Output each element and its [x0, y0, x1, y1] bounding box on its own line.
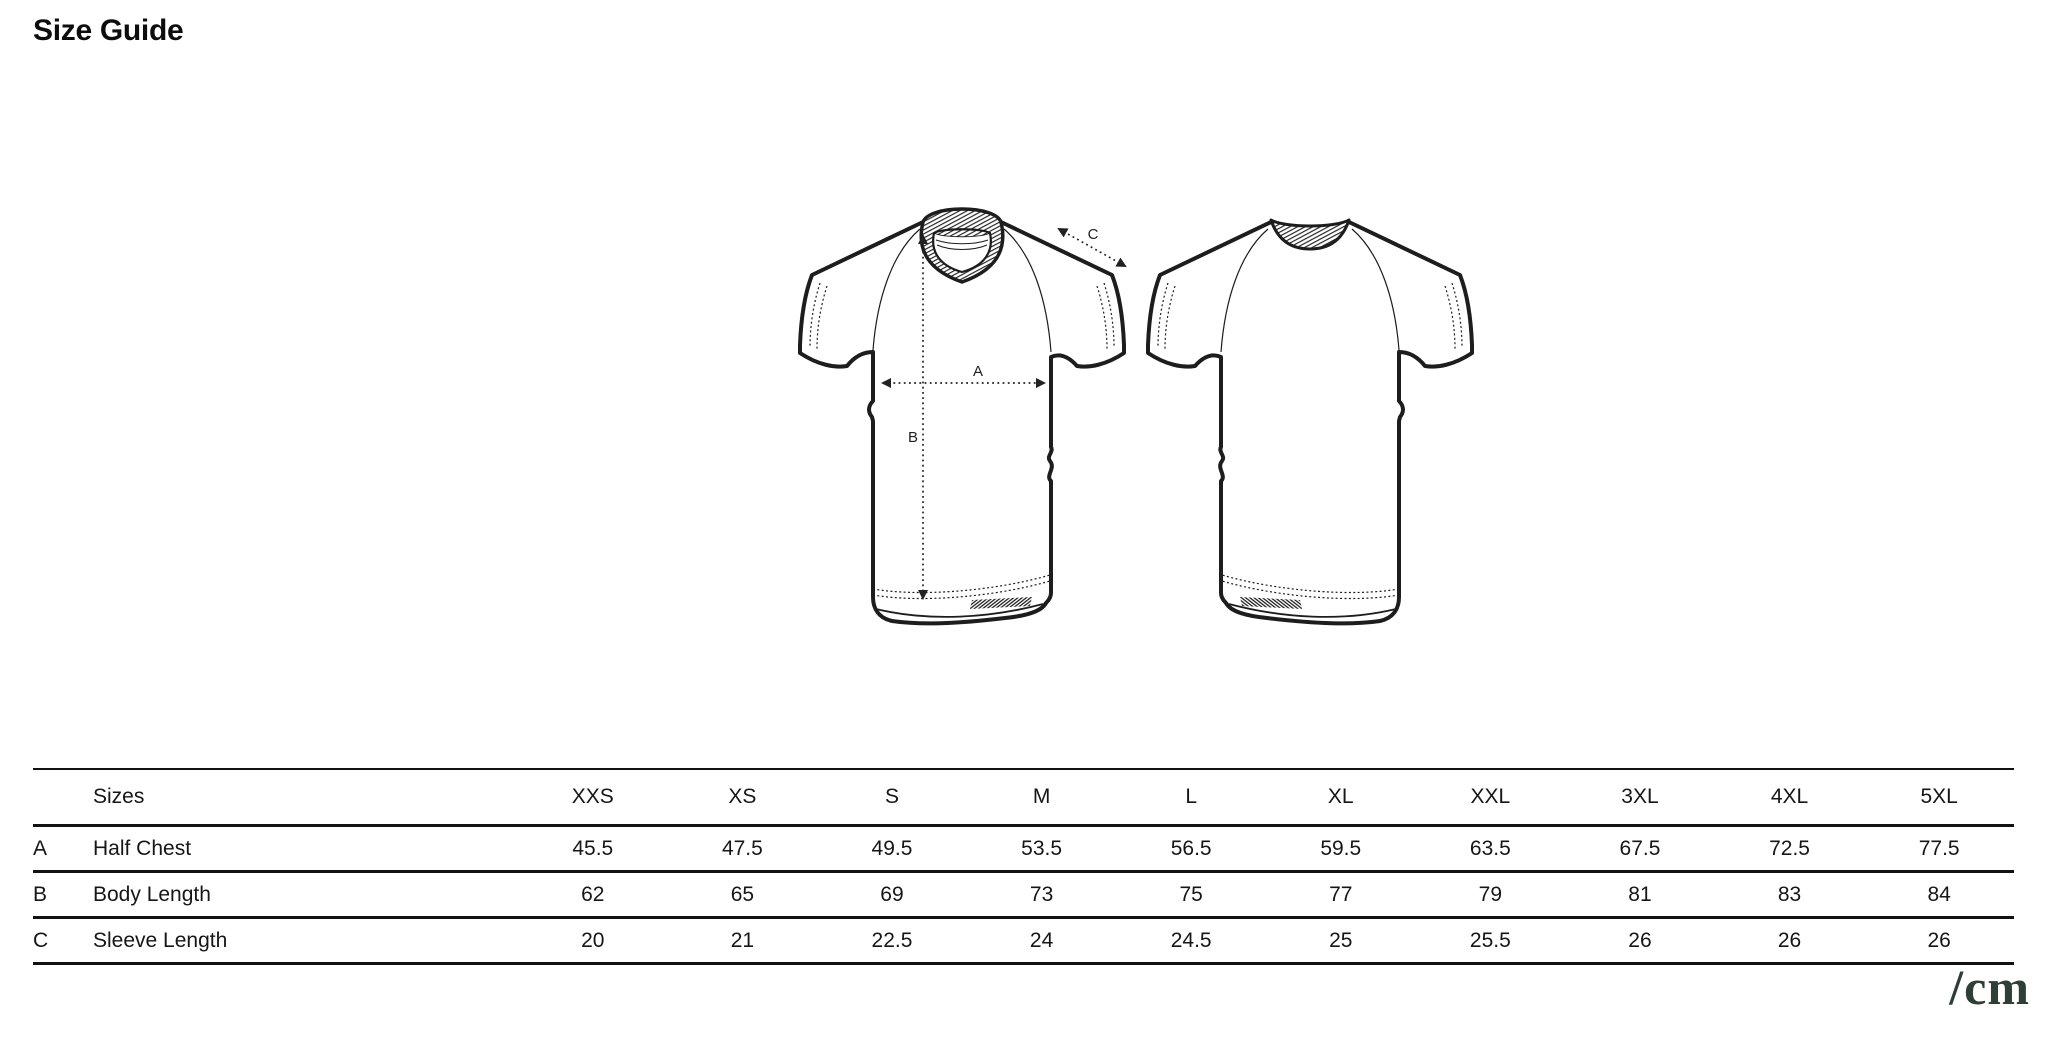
back-collar [1269, 218, 1351, 251]
row-letter: B [33, 882, 48, 906]
cell-value: 24.5 [1170, 928, 1212, 952]
front-shirt [798, 207, 1126, 626]
table-row-half-chest: A Half Chest 45.5 47.5 49.5 53.5 56.5 59… [33, 826, 2014, 872]
header-letter-cell [33, 769, 93, 826]
unit-label-cm: /cm [1949, 959, 2030, 1015]
cell-value: 26 [1628, 928, 1652, 952]
row-letter: A [33, 836, 48, 860]
cell-value: 24 [1029, 928, 1054, 952]
size-col-xxs: XXS [571, 785, 614, 808]
size-col-3xl: 3XL [1621, 785, 1659, 808]
size-col-xl: XL [1327, 785, 1354, 808]
cell-value: 62 [581, 882, 605, 906]
cell-value: 49.5 [871, 836, 913, 860]
row-label: Half Chest [93, 836, 192, 860]
row-label: Sleeve Length [93, 928, 228, 952]
cell-value: 72.5 [1769, 836, 1810, 860]
cell-value: 59.5 [1320, 836, 1362, 860]
row-label: Body Length [93, 882, 211, 906]
size-table-header-row: Sizes XXS XS S M L XL XXL 3XL 4XL 5XL [33, 769, 2014, 826]
cell-value: 25.5 [1469, 928, 1511, 952]
cell-value: 84 [1927, 882, 1951, 906]
cell-value: 21 [730, 928, 755, 952]
cell-value: 81 [1628, 882, 1652, 906]
header-sizes-label: Sizes [93, 785, 145, 808]
cell-value: 75 [1179, 882, 1203, 906]
cell-value: 83 [1777, 882, 1802, 906]
cell-value: 53.5 [1021, 836, 1063, 860]
back-shirt [1146, 218, 1474, 626]
cell-value: 77.5 [1918, 836, 1960, 860]
page-title: Size Guide [33, 14, 184, 47]
size-col-m: M [1032, 785, 1051, 808]
tshirt-size-diagram: A B C [780, 195, 1500, 640]
cell-value: 45.5 [572, 836, 614, 860]
cell-value: 26 [1927, 928, 1951, 952]
cell-value: 25 [1329, 928, 1353, 952]
tshirt-diagram-svg: A B C [798, 207, 1474, 626]
measure-label-a: A [973, 363, 983, 380]
row-letter: C [33, 928, 49, 952]
table-row-body-length: B Body Length 62 65 69 73 75 77 79 81 83… [33, 872, 2014, 918]
cell-value: 77 [1329, 882, 1353, 906]
cell-value: 65 [730, 882, 755, 906]
cell-value: 63.5 [1469, 836, 1511, 860]
front-collar [919, 207, 1005, 284]
cell-value: 79 [1478, 882, 1503, 906]
size-table: Sizes XXS XS S M L XL XXL 3XL 4XL 5XL A … [33, 768, 2014, 965]
measure-label-c: C [1088, 226, 1099, 243]
cell-value: 67.5 [1619, 836, 1661, 860]
cell-value: 69 [880, 882, 904, 906]
cell-value: 22.5 [871, 928, 913, 952]
table-row-sleeve-length: C Sleeve Length 20 21 22.5 24 24.5 25 25… [33, 918, 2014, 964]
size-col-5xl: 5XL [1920, 785, 1958, 808]
cell-value: 20 [581, 928, 605, 952]
size-col-l: L [1185, 785, 1198, 808]
measure-arrow-c [1057, 228, 1127, 267]
size-col-s: S [884, 785, 899, 808]
cell-value: 47.5 [721, 836, 763, 860]
size-col-4xl: 4XL [1770, 785, 1809, 808]
size-col-xxl: XXL [1470, 785, 1511, 808]
cell-value: 73 [1029, 882, 1054, 906]
size-col-xs: XS [728, 785, 757, 808]
measure-label-b: B [908, 429, 918, 446]
cell-value: 56.5 [1170, 836, 1212, 860]
cell-value: 26 [1777, 928, 1802, 952]
